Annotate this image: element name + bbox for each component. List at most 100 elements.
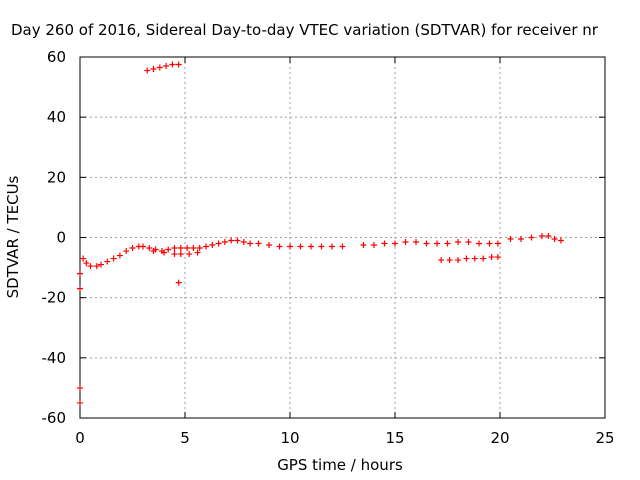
data-point bbox=[169, 61, 176, 68]
data-point bbox=[476, 240, 482, 247]
series-main-track bbox=[80, 232, 564, 270]
y-tick-label: -20 bbox=[42, 289, 67, 307]
x-tick-label: 15 bbox=[385, 429, 404, 447]
data-point bbox=[146, 245, 153, 252]
plot-frame bbox=[79, 56, 606, 419]
data-point bbox=[287, 243, 293, 250]
data-point bbox=[215, 240, 222, 247]
data-point bbox=[129, 245, 136, 252]
x-tick-label: 20 bbox=[490, 429, 509, 447]
data-point bbox=[150, 248, 157, 255]
series-secondary-track bbox=[438, 254, 501, 264]
data-point bbox=[308, 243, 314, 250]
series-upper-track bbox=[144, 61, 182, 74]
data-point bbox=[116, 252, 123, 259]
data-point bbox=[434, 240, 440, 247]
data-point bbox=[77, 399, 83, 406]
data-point bbox=[266, 242, 272, 249]
data-point bbox=[161, 249, 167, 256]
data-point bbox=[329, 243, 335, 250]
y-tick-label: -60 bbox=[42, 409, 67, 427]
data-point bbox=[480, 255, 487, 262]
data-point bbox=[507, 236, 514, 243]
data-point bbox=[144, 67, 151, 74]
data-point bbox=[80, 255, 87, 262]
data-point bbox=[494, 240, 501, 247]
data-point bbox=[539, 232, 545, 239]
data-point bbox=[518, 236, 524, 243]
data-point bbox=[77, 270, 83, 277]
data-point bbox=[423, 240, 430, 247]
data-point bbox=[203, 243, 209, 250]
data-point bbox=[93, 263, 100, 270]
x-axis-label: GPS time / hours bbox=[277, 456, 403, 474]
data-point bbox=[557, 237, 564, 244]
data-point bbox=[177, 251, 184, 258]
data-point bbox=[444, 240, 451, 247]
data-point bbox=[177, 245, 184, 252]
grid bbox=[80, 57, 605, 418]
data-point bbox=[255, 240, 262, 247]
data-point bbox=[186, 251, 193, 258]
data-point bbox=[465, 239, 472, 246]
data-point bbox=[318, 243, 325, 250]
series-lower-branch bbox=[150, 248, 201, 258]
data-point bbox=[175, 61, 182, 68]
data-point bbox=[551, 236, 558, 243]
data-point bbox=[494, 254, 501, 261]
data-point bbox=[104, 258, 111, 265]
x-tick-label: 10 bbox=[280, 429, 299, 447]
series-isolated-points bbox=[77, 270, 182, 406]
y-tick-label: 60 bbox=[47, 48, 66, 66]
data-point bbox=[156, 64, 163, 71]
data-point bbox=[247, 240, 254, 247]
y-tick-label: 0 bbox=[56, 229, 66, 247]
data-point bbox=[98, 261, 104, 268]
data-point bbox=[455, 257, 461, 264]
data-point bbox=[190, 245, 197, 252]
data-point bbox=[339, 243, 346, 250]
data-point bbox=[438, 257, 445, 264]
data-point bbox=[221, 239, 228, 246]
data-point bbox=[87, 263, 94, 270]
y-tick-label: 40 bbox=[47, 108, 66, 126]
data-point bbox=[110, 255, 117, 262]
data-point bbox=[77, 285, 83, 292]
data-point bbox=[413, 239, 419, 246]
data-point bbox=[545, 232, 552, 239]
data-point bbox=[83, 260, 90, 267]
data-point bbox=[228, 237, 235, 244]
data-point bbox=[140, 243, 146, 250]
data-point bbox=[402, 239, 409, 246]
data-point bbox=[175, 279, 182, 286]
data-point bbox=[455, 239, 461, 246]
data-point bbox=[392, 240, 398, 247]
data-point bbox=[276, 243, 283, 250]
y-axis-label: SDTVAR / TECUs bbox=[4, 175, 22, 298]
data-point bbox=[184, 245, 191, 252]
data-point bbox=[486, 240, 493, 247]
data-point bbox=[163, 63, 170, 70]
data-point bbox=[371, 242, 377, 249]
data-point bbox=[196, 245, 203, 252]
tick-labels: 0 5 10 15 20 25 -60 -40 -20 0 20 40 60 bbox=[42, 48, 615, 447]
x-tick-label: 0 bbox=[75, 429, 85, 447]
data-point bbox=[234, 237, 241, 244]
data-point bbox=[381, 240, 388, 247]
data-point bbox=[150, 66, 157, 73]
x-tick-label: 5 bbox=[180, 429, 190, 447]
y-tick-label: 20 bbox=[47, 168, 66, 186]
x-tick-label: 25 bbox=[595, 429, 614, 447]
data-point bbox=[471, 255, 478, 262]
data-point bbox=[488, 254, 495, 261]
data-point bbox=[463, 255, 470, 262]
chart-title: Day 260 of 2016, Sidereal Day-to-day VTE… bbox=[11, 21, 599, 39]
data-point bbox=[209, 242, 216, 249]
data-points bbox=[77, 61, 564, 406]
data-point bbox=[240, 239, 247, 246]
data-point bbox=[360, 242, 367, 249]
data-point bbox=[194, 249, 201, 256]
data-point bbox=[171, 251, 178, 258]
data-point bbox=[77, 384, 83, 391]
data-point bbox=[171, 245, 178, 252]
